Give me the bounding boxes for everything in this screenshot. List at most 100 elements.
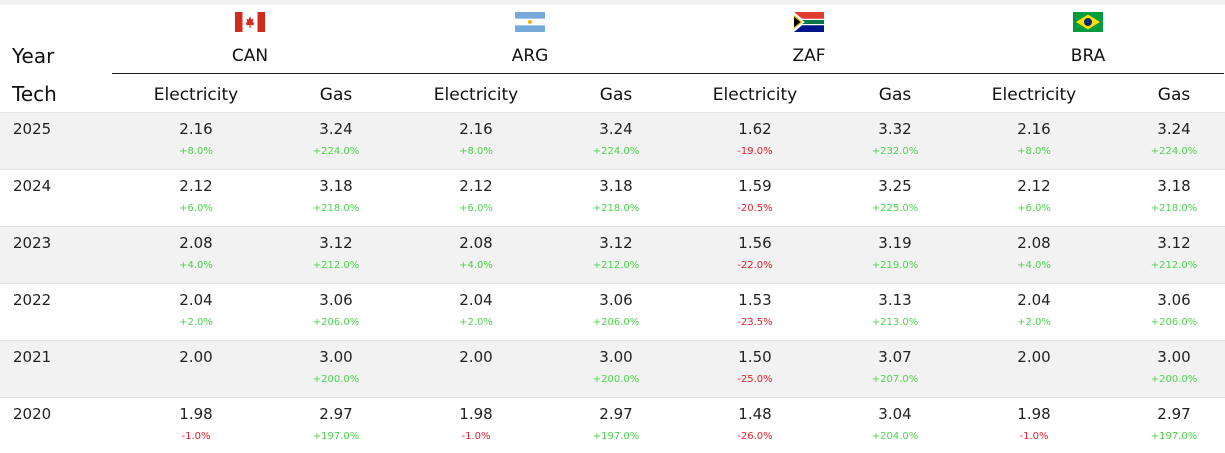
cell-change: +213.0% (871, 317, 919, 328)
canada-flag-icon (235, 12, 265, 32)
cell-value: 3.06 (319, 291, 353, 309)
country-header-arg: ARG (470, 12, 590, 66)
cell-value: 3.18 (599, 177, 633, 195)
cell-value: 1.50 (738, 348, 772, 366)
table-cell: 3.24 +224.0% (276, 120, 396, 158)
cell-value: 2.12 (179, 177, 213, 195)
cell-value: 2.16 (1017, 120, 1051, 138)
table-cell: 2.08 +4.0% (974, 234, 1094, 272)
cell-change: +200.0% (312, 374, 360, 385)
cell-value: 3.25 (878, 177, 912, 195)
country-code: ZAF (792, 46, 826, 66)
cell-value: 3.06 (599, 291, 633, 309)
cell-value: 2.04 (1017, 291, 1051, 309)
cell-change: -26.0% (737, 431, 773, 442)
table-cell: 2.04 +2.0% (416, 291, 536, 329)
cell-change: +4.0% (1017, 260, 1051, 271)
cell-change: +2.0% (1017, 317, 1051, 328)
table-cell: 2.00 (136, 348, 256, 374)
cell-value: 1.53 (738, 291, 772, 309)
cell-value: 3.12 (1157, 234, 1191, 252)
cell-change: +224.0% (592, 146, 640, 157)
col-header-can-electricity: Electricity (153, 85, 239, 105)
brazil-flag-icon (1073, 12, 1103, 32)
cell-change: +2.0% (179, 317, 213, 328)
cell-change: +212.0% (1150, 260, 1198, 271)
cell-change: -25.0% (737, 374, 773, 385)
table-cell: 3.00 +200.0% (1114, 348, 1225, 386)
table-row: 2021 2.00 3.00 +200.0% 2.00 3.00 +200.0% 1.50 -2… (0, 340, 1225, 397)
cell-change: +6.0% (459, 203, 493, 214)
cell-value: 2.12 (459, 177, 493, 195)
cell-value: 2.12 (1017, 177, 1051, 195)
cell-value: 1.98 (1017, 405, 1051, 423)
col-header-can-gas: Gas (319, 85, 353, 105)
cell-change: +218.0% (312, 203, 360, 214)
table-cell: 3.06 +206.0% (1114, 291, 1225, 329)
table-cell: 3.32 +232.0% (835, 120, 955, 158)
table-row: 2022 2.04 +2.0% 3.06 +206.0% 2.04 +2.0% 3.06 +20… (0, 283, 1225, 340)
south-africa-flag-icon (794, 12, 824, 32)
table-cell: 1.62 -19.0% (695, 120, 815, 158)
cell-change: +6.0% (1017, 203, 1051, 214)
cell-change: +200.0% (592, 374, 640, 385)
table-cell: 3.06 +206.0% (276, 291, 396, 329)
cell-value: 3.00 (599, 348, 633, 366)
cell-change: +197.0% (312, 431, 360, 442)
cell-value: 1.59 (738, 177, 772, 195)
tech-header-label: Tech (12, 82, 57, 106)
row-year-label: 2025 (13, 120, 52, 138)
table-row: 2020 1.98 -1.0% 2.97 +197.0% 1.98 -1.0% 2.97 +19… (0, 397, 1225, 453)
cell-value: 3.00 (1157, 348, 1191, 366)
cell-value: 2.97 (319, 405, 353, 423)
cell-change: +200.0% (1150, 374, 1198, 385)
table-cell: 3.12 +212.0% (1114, 234, 1225, 272)
cell-value: 2.04 (459, 291, 493, 309)
cell-change: +218.0% (1150, 203, 1198, 214)
table-cell: 1.98 -1.0% (974, 405, 1094, 443)
table-cell: 2.16 +8.0% (974, 120, 1094, 158)
table-cell: 3.24 +224.0% (1114, 120, 1225, 158)
row-year-label: 2024 (13, 177, 52, 195)
cell-value: 3.18 (319, 177, 353, 195)
table-cell: 3.13 +213.0% (835, 291, 955, 329)
cell-value: 1.62 (738, 120, 772, 138)
cell-value: 3.13 (878, 291, 912, 309)
table-cell: 2.12 +6.0% (974, 177, 1094, 215)
table-cell: 2.16 +8.0% (136, 120, 256, 158)
cell-value: 2.16 (179, 120, 213, 138)
cell-change: +8.0% (1017, 146, 1051, 157)
cell-value: 3.24 (319, 120, 353, 138)
cell-value: 2.16 (459, 120, 493, 138)
cell-value: 2.04 (179, 291, 213, 309)
col-header-arg-gas: Gas (599, 85, 633, 105)
cell-change: +8.0% (459, 146, 493, 157)
col-header-zaf-gas: Gas (878, 85, 912, 105)
cell-change: +232.0% (871, 146, 919, 157)
col-header-bra-gas: Gas (1157, 85, 1191, 105)
cell-value: 3.18 (1157, 177, 1191, 195)
cell-value: 1.98 (459, 405, 493, 423)
cell-change: +2.0% (459, 317, 493, 328)
table-cell: 3.25 +225.0% (835, 177, 955, 215)
row-year-label: 2020 (13, 405, 52, 423)
cell-value: 2.08 (179, 234, 213, 252)
row-year-label: 2023 (13, 234, 52, 252)
table-cell: 3.12 +212.0% (276, 234, 396, 272)
table-row: 2024 2.12 +6.0% 3.18 +218.0% 2.12 +6.0% 3.18 +21… (0, 169, 1225, 226)
cell-value: 2.08 (1017, 234, 1051, 252)
table-cell: 2.04 +2.0% (974, 291, 1094, 329)
header-divider (112, 73, 1224, 74)
table-cell: 2.08 +4.0% (416, 234, 536, 272)
table-cell: 2.08 +4.0% (136, 234, 256, 272)
country-header-bra: BRA (1028, 12, 1148, 66)
table-cell: 1.56 -22.0% (695, 234, 815, 272)
cell-value: 2.97 (1157, 405, 1191, 423)
cell-change: +206.0% (1150, 317, 1198, 328)
cell-change: +8.0% (179, 146, 213, 157)
table-cell: 1.59 -20.5% (695, 177, 815, 215)
table-cell: 1.50 -25.0% (695, 348, 815, 386)
cell-change: +204.0% (871, 431, 919, 442)
cell-change: +218.0% (592, 203, 640, 214)
